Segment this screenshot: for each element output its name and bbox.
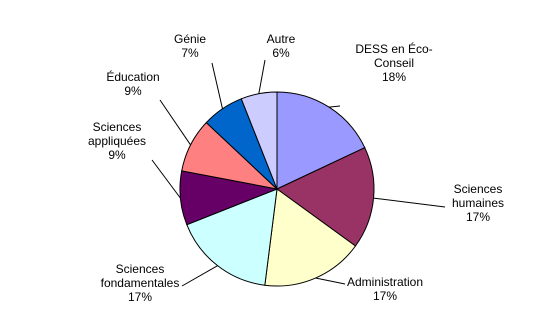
slice-label: DESS en Éco-Conseil 18% [348, 42, 440, 84]
leader-line [211, 62, 223, 109]
category-label: Sciences humaines [451, 182, 505, 210]
percent-label: 18% [381, 70, 407, 84]
category-label: Sciences fondamentales [100, 262, 180, 290]
leader-line [151, 159, 181, 199]
leader-line [258, 59, 266, 94]
slice-label: Génie 7% [168, 32, 212, 60]
percent-label: 17% [465, 210, 491, 224]
category-label: Génie [173, 32, 207, 46]
pie-slice [276, 91, 366, 190]
slice-label: Sciences appliquées 9% [80, 120, 154, 162]
percent-label: 17% [127, 290, 153, 304]
pie-slice [240, 91, 278, 190]
leader-line [181, 265, 218, 287]
leader-line [373, 197, 446, 208]
percent-label: 6% [272, 46, 290, 60]
leader-line [315, 277, 346, 285]
pie-slice [264, 188, 357, 287]
category-label: Éducation [106, 70, 160, 84]
percent-label: 7% [181, 46, 199, 60]
category-label: Administration [346, 275, 424, 289]
percent-label: 17% [372, 289, 398, 303]
slice-label: Éducation 9% [100, 70, 166, 98]
pie-slice [276, 147, 375, 247]
category-label: Sciences appliquées [87, 120, 147, 148]
category-label: DESS en Éco-Conseil [355, 42, 433, 70]
slice-label: Sciences fondamentales 17% [95, 262, 185, 304]
slice-label: Administration 17% [335, 275, 435, 303]
slice-label: Autre 6% [258, 32, 304, 60]
pie-slice [186, 188, 278, 286]
slice-label: Sciences humaines 17% [440, 182, 516, 224]
leader-line [159, 99, 191, 146]
category-label: Autre [266, 32, 296, 46]
percent-label: 9% [124, 84, 142, 98]
leader-line [328, 105, 341, 108]
percent-label: 9% [108, 148, 126, 162]
